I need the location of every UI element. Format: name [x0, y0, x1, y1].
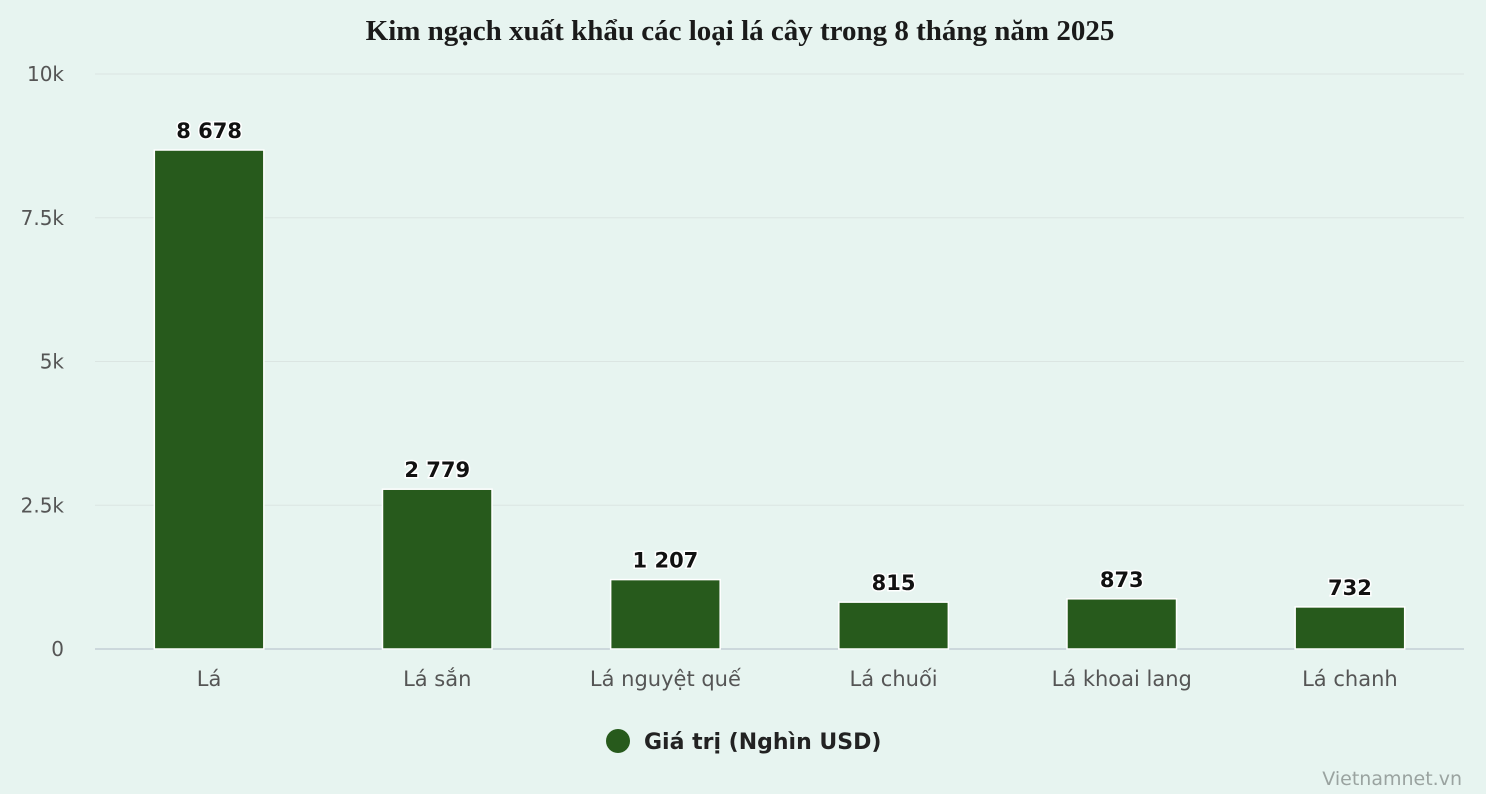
data-label: 1 207	[633, 549, 699, 573]
y-tick-label: 7.5k	[21, 206, 65, 230]
data-label: 8 678	[176, 119, 242, 143]
data-label: 2 779	[404, 458, 470, 482]
data-label: 873	[1100, 568, 1144, 592]
data-label: 732	[1328, 576, 1372, 600]
data-label: 815	[872, 571, 916, 595]
y-axis: 0 2.5k 5k 7.5k 10k	[21, 62, 65, 661]
x-tick-label: Lá nguyệt quế	[590, 667, 741, 691]
bar[interactable]	[153, 149, 265, 650]
legend[interactable]: Giá trị (Nghìn USD)	[606, 729, 881, 755]
x-tick-label: Lá	[197, 667, 222, 691]
y-tick-label: 2.5k	[21, 493, 65, 517]
bar[interactable]	[1066, 598, 1178, 650]
legend-marker[interactable]	[606, 729, 630, 753]
bar[interactable]	[609, 578, 721, 650]
y-tick-label: 5k	[40, 350, 65, 374]
y-tick-label: 0	[51, 637, 64, 661]
x-tick-label: Lá sắn	[403, 667, 471, 691]
bar[interactable]	[1294, 606, 1406, 650]
credit-text: Vietnamnet.vn	[1322, 768, 1462, 790]
bar[interactable]	[838, 601, 950, 650]
chart-title: Kim ngạch xuất khẩu các loại lá cây tron…	[366, 15, 1115, 47]
bars: 8 678 2 779 1 207 815 873 732	[153, 118, 1406, 650]
legend-label[interactable]: Giá trị (Nghìn USD)	[644, 730, 881, 755]
x-axis: Lá Lá sắn Lá nguyệt quế Lá chuối Lá khoai la…	[197, 667, 1398, 691]
x-tick-label: Lá chanh	[1302, 667, 1398, 691]
bar[interactable]	[381, 488, 493, 650]
y-tick-label: 10k	[27, 62, 64, 86]
x-tick-label: Lá chuối	[850, 667, 938, 691]
x-tick-label: Lá khoai lang	[1052, 667, 1192, 691]
gridlines	[95, 73, 1464, 650]
